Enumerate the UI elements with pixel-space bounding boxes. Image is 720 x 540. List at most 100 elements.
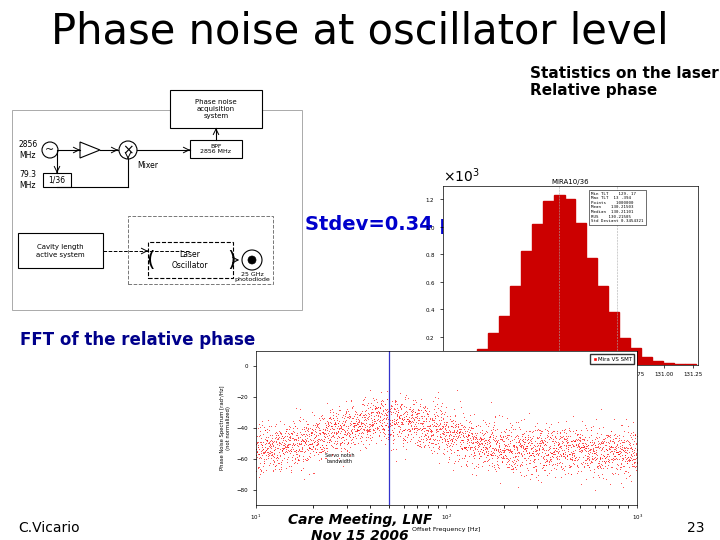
Point xyxy=(629,455,640,463)
Point xyxy=(549,437,561,445)
Point xyxy=(302,420,314,428)
Point xyxy=(346,396,357,404)
Point xyxy=(503,431,514,440)
Point xyxy=(491,460,503,468)
Point xyxy=(408,416,419,425)
Point xyxy=(398,426,410,434)
Point xyxy=(359,423,371,431)
Point xyxy=(497,458,508,467)
Point xyxy=(508,441,520,449)
Point xyxy=(458,433,469,441)
Point xyxy=(562,469,574,478)
Point xyxy=(482,447,494,455)
Point xyxy=(445,435,456,443)
Point xyxy=(405,404,416,413)
Point xyxy=(343,431,355,440)
Point xyxy=(253,424,264,433)
Point xyxy=(479,456,490,465)
Point xyxy=(471,471,482,480)
Point xyxy=(305,428,317,437)
Point xyxy=(542,427,554,435)
Point xyxy=(631,444,643,453)
Point xyxy=(569,452,580,461)
Point xyxy=(605,447,616,455)
Point xyxy=(294,417,306,426)
Point xyxy=(329,418,341,427)
Point xyxy=(425,427,436,436)
Point xyxy=(307,429,318,437)
Point xyxy=(346,404,357,413)
Point xyxy=(284,447,295,455)
Point xyxy=(361,426,372,435)
Point xyxy=(454,429,465,437)
Point xyxy=(282,435,294,443)
Point xyxy=(576,443,588,451)
Point xyxy=(544,447,556,456)
Point xyxy=(366,415,378,424)
Point xyxy=(307,442,319,450)
Point xyxy=(359,421,371,429)
Point xyxy=(253,472,265,481)
Point xyxy=(494,435,505,444)
Point xyxy=(503,448,515,456)
Bar xyxy=(608,312,619,365)
Point xyxy=(380,421,392,430)
Point xyxy=(318,414,330,422)
Text: Min TLT    129. 17
Max TLT  13 .394
Points    1000000
Mean    130.21503
Median  : Min TLT 129. 17 Max TLT 13 .394 Points 1… xyxy=(591,192,644,223)
Point xyxy=(336,447,347,455)
Point xyxy=(300,430,312,438)
Point xyxy=(251,453,263,461)
Point xyxy=(285,468,297,477)
Point xyxy=(473,440,485,448)
Point xyxy=(624,441,636,449)
Point xyxy=(494,432,505,441)
Point xyxy=(262,416,274,424)
Point xyxy=(387,431,399,440)
Point xyxy=(429,393,441,401)
Point xyxy=(487,435,498,443)
Point xyxy=(431,422,442,430)
Point xyxy=(528,456,540,464)
Point xyxy=(618,446,629,454)
Point xyxy=(621,446,633,455)
Bar xyxy=(543,201,554,364)
Point xyxy=(502,456,513,465)
Point xyxy=(619,446,631,454)
Point xyxy=(386,397,397,406)
Point xyxy=(410,439,421,448)
Point xyxy=(354,410,365,418)
Point xyxy=(577,457,589,466)
Point xyxy=(621,414,632,423)
Point xyxy=(266,431,278,440)
Point xyxy=(383,417,395,426)
Point xyxy=(359,420,370,428)
Point xyxy=(594,454,606,462)
Point xyxy=(255,447,266,455)
Point xyxy=(282,448,293,456)
Point xyxy=(516,450,527,459)
Point xyxy=(266,450,278,459)
Point xyxy=(329,417,341,426)
Point xyxy=(367,425,379,434)
Point xyxy=(309,450,320,459)
Point xyxy=(546,461,558,469)
Point xyxy=(580,438,591,447)
Point xyxy=(426,431,437,440)
Point xyxy=(553,435,564,443)
Title: MIRA10/36: MIRA10/36 xyxy=(552,179,590,185)
Point xyxy=(572,440,584,448)
Point xyxy=(285,447,297,455)
Point xyxy=(418,402,429,411)
Point xyxy=(588,449,600,458)
Point xyxy=(451,427,462,436)
Point xyxy=(397,420,409,429)
Text: Phase noise
acquisition
system: Phase noise acquisition system xyxy=(195,99,237,119)
Point xyxy=(397,426,409,434)
Point xyxy=(306,444,318,453)
Point xyxy=(379,431,390,440)
Point xyxy=(563,450,575,458)
Point xyxy=(548,441,559,450)
Point xyxy=(584,448,595,456)
Point xyxy=(283,430,294,438)
Point xyxy=(403,417,415,426)
